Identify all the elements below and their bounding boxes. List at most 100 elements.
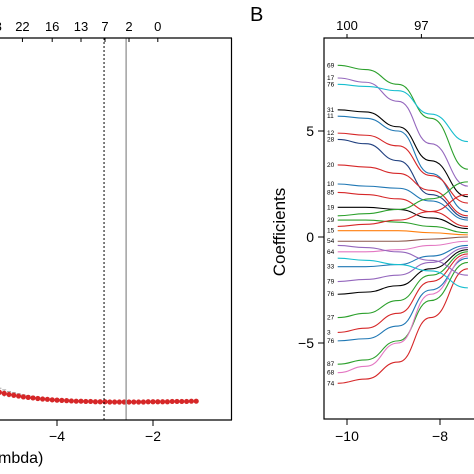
coefficient-path (337, 257, 468, 342)
coefficient-path (337, 244, 468, 276)
panel-a-top-axis-labels: 5238221613720 (0, 19, 161, 42)
panel-b-x-ticks: −10 −8 (335, 419, 448, 444)
coefficient-path (337, 191, 468, 227)
cv-point (116, 399, 122, 405)
x-tick-label: −2 (145, 428, 161, 444)
coefficient-path (337, 132, 468, 204)
panel-b-variable-labels: 6917763111122820108519291554643379762737… (327, 62, 335, 387)
variable-label: 19 (327, 204, 335, 211)
panel-a-x-label: mbda) (0, 450, 43, 467)
cv-point (102, 399, 108, 405)
variable-label: 28 (327, 136, 335, 143)
top-tick-label: 97 (414, 18, 428, 33)
coefficient-path (337, 257, 468, 289)
variable-label: 15 (327, 228, 335, 235)
cv-point (1, 390, 7, 396)
cv-point (0, 389, 2, 395)
cv-point (68, 398, 74, 404)
variable-label: 76 (327, 338, 335, 345)
variable-label: 10 (327, 181, 335, 188)
cv-point (136, 399, 142, 405)
variable-label: 54 (327, 238, 335, 245)
x-tick-label: −8 (432, 428, 448, 444)
cv-point (193, 398, 199, 404)
variable-label: 68 (327, 370, 335, 377)
cv-point (78, 398, 84, 404)
panel-a: 5238221613720 −4−2 mbda) (0, 19, 233, 467)
variable-label: 12 (327, 130, 335, 137)
cv-point (83, 398, 89, 405)
cv-point (126, 399, 132, 405)
panel-b: B 69177631111228201085192915546433797627… (250, 4, 474, 444)
variable-label: 29 (327, 217, 335, 224)
cv-point (174, 398, 180, 405)
cv-point (112, 399, 118, 405)
coefficient-path (337, 251, 468, 319)
panel-b-top-axis-labels: 100 97 (336, 18, 429, 38)
variable-label: 31 (327, 107, 335, 114)
cv-point (20, 394, 26, 400)
variable-label: 79 (327, 279, 335, 286)
coefficient-path (337, 261, 468, 365)
cv-point (88, 398, 94, 405)
coefficient-path (337, 255, 468, 374)
top-tick-label: 7 (101, 19, 108, 34)
variable-label: 69 (327, 62, 335, 69)
coefficient-path (337, 236, 468, 242)
variable-label: 3 (327, 329, 331, 336)
variable-label: 27 (327, 315, 335, 322)
top-tick-label: 38 (0, 19, 2, 34)
coefficient-path (337, 230, 468, 236)
cv-point (54, 397, 60, 403)
panel-a-x-ticks: −4 −2 (49, 420, 161, 444)
cv-point (73, 398, 79, 404)
y-tick-label: 5 (306, 123, 314, 139)
cv-point (64, 398, 70, 404)
cv-point (25, 394, 31, 401)
cv-point (35, 395, 41, 402)
cv-point (107, 399, 113, 405)
cv-point (11, 392, 17, 398)
variable-label: 64 (327, 249, 335, 256)
cv-point (40, 396, 46, 402)
cv-point (179, 398, 185, 405)
top-tick-label: 22 (15, 19, 29, 34)
cv-point (92, 399, 98, 405)
y-tick-label: −5 (298, 335, 314, 351)
y-tick-label: 0 (306, 229, 314, 245)
variable-label: 74 (327, 380, 335, 387)
variable-label: 76 (327, 291, 335, 298)
coefficient-path (337, 219, 468, 234)
cv-point (188, 398, 194, 404)
cv-point (44, 396, 51, 402)
variable-label: 87 (327, 361, 335, 368)
variable-label: 76 (327, 81, 335, 88)
cv-point (30, 395, 36, 401)
x-tick-label: −4 (49, 428, 65, 444)
top-tick-label: 13 (74, 19, 88, 34)
cv-point (164, 399, 170, 405)
cv-point (59, 397, 65, 403)
coefficient-path (337, 247, 468, 283)
x-tick-label: −10 (335, 428, 359, 444)
top-tick-label: 2 (125, 19, 132, 34)
coefficient-path (337, 249, 468, 295)
variable-label: 33 (327, 264, 335, 271)
variable-label: 20 (327, 162, 335, 169)
cv-point (155, 399, 161, 405)
coefficient-path (337, 183, 468, 221)
cv-point (145, 399, 151, 405)
coefficient-path (337, 181, 468, 217)
top-tick-label: 16 (45, 19, 59, 34)
coefficient-path (337, 109, 468, 198)
coefficient-path (337, 83, 468, 143)
coefficient-path (337, 253, 468, 333)
panel-b-y-label: Coefficients (270, 188, 289, 277)
top-tick-label: 100 (336, 18, 358, 33)
coefficient-path (337, 77, 468, 187)
cv-point (160, 399, 166, 405)
coefficient-path (337, 194, 468, 227)
cv-point (131, 399, 137, 405)
coefficient-path (337, 268, 468, 384)
